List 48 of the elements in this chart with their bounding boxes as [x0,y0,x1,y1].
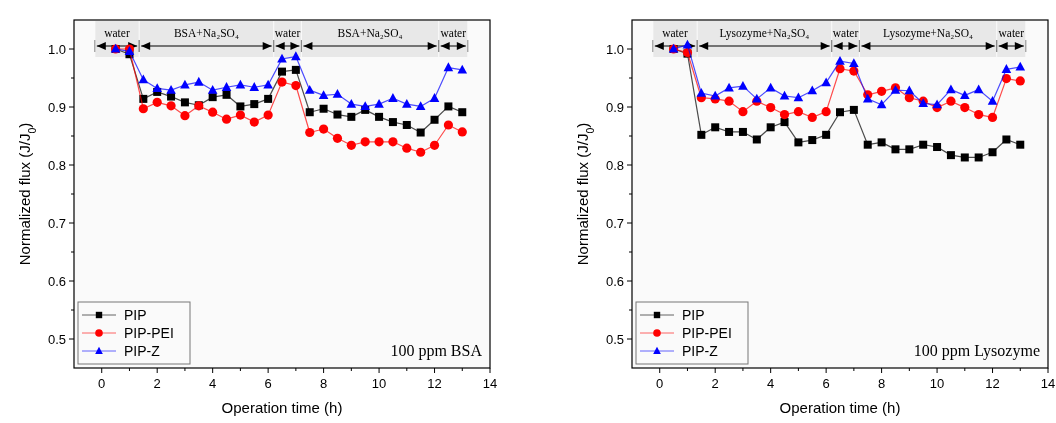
band-label: water [662,27,688,39]
y-tick-label: 0.9 [605,99,624,115]
band-label: water [440,27,467,39]
y-tick-label: 0.6 [605,273,624,289]
band-label: water [998,27,1025,39]
y-tick-label: 0.8 [47,157,66,173]
legend-label: PIP-PEI [124,325,174,341]
y-tick-label: 0.7 [605,215,624,231]
x-tick-label: 2 [153,376,161,391]
x-tick-label: 10 [929,376,945,391]
x-tick-label: 6 [264,376,272,391]
annotation: 100 ppm BSA [390,342,483,360]
legend-label: PIP [682,307,705,323]
x-tick-label: 4 [767,376,775,391]
x-axis-title: Operation time (h) [221,399,343,416]
annotation: 100 ppm Lysozyme [913,342,1040,360]
legend-label: PIP-Z [682,343,719,359]
x-tick-label: 8 [319,376,328,391]
x-tick-label: 8 [877,376,886,391]
y-tick-label: 0.5 [47,331,66,347]
band-label: Lysozyme+Na₂SO₄ [719,27,810,40]
band-label: BSA+Na₂SO₄ [173,27,239,39]
y-tick-label: 1.0 [47,41,66,57]
legend-label: PIP-Z [124,343,161,359]
x-tick-label: 12 [427,376,442,391]
y-tick-label: 0.5 [605,331,624,347]
x-tick-label: 12 [985,376,1000,391]
band-label: water [104,27,130,39]
x-tick-label: 4 [209,376,217,391]
y-tick-label: 0.9 [47,99,66,115]
band-label: BSA+Na₂SO₄ [337,27,403,39]
y-tick-label: 0.7 [47,215,66,231]
x-tick-label: 14 [1040,376,1056,391]
y-tick-label: 0.8 [605,157,624,173]
band-label: water [832,27,859,39]
legend-label: PIP [124,307,147,323]
x-tick-label: 2 [711,376,719,391]
y-tick-label: 0.6 [47,273,66,289]
x-axis-title: Operation time (h) [779,399,901,416]
x-tick-label: 0 [656,376,664,391]
legend-label: PIP-PEI [682,325,732,341]
x-tick-label: 0 [98,376,106,391]
x-tick-label: 6 [822,376,830,391]
x-tick-label: 14 [482,376,498,391]
x-tick-label: 10 [371,376,387,391]
band-label: water [274,27,301,39]
y-tick-label: 1.0 [605,41,624,57]
band-label: Lysozyme+Na₂SO₄ [883,27,973,40]
